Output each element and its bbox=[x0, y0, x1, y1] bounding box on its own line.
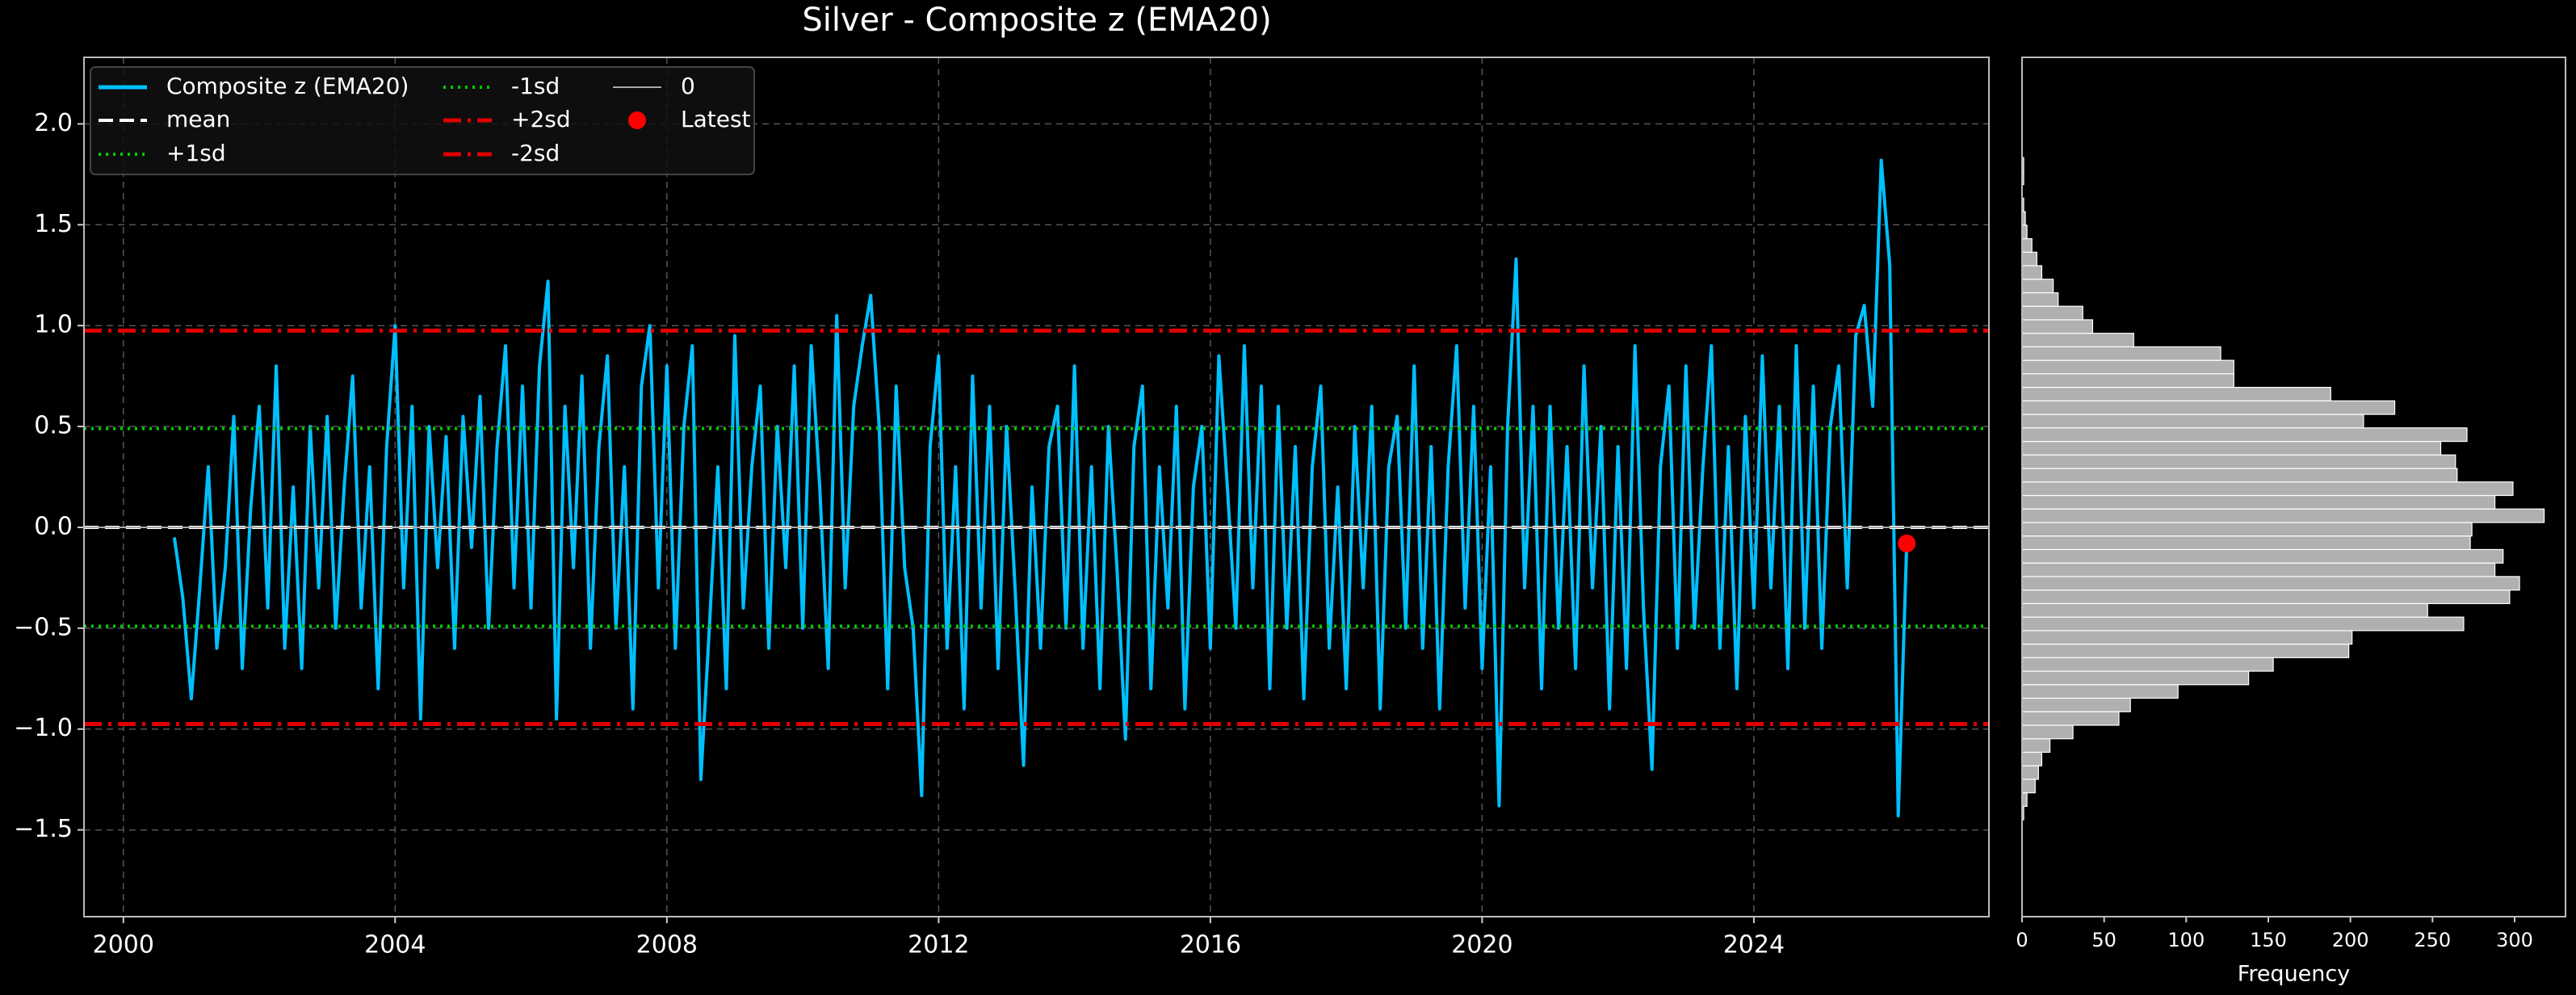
x-tick-label: 2024 bbox=[1723, 931, 1785, 959]
histogram-bar bbox=[2021, 481, 2514, 497]
y-tick-label: −1.5 bbox=[14, 815, 73, 843]
legend-label: 0 bbox=[681, 73, 695, 99]
legend-label: Composite z (EMA20) bbox=[166, 73, 409, 99]
legend-marker bbox=[628, 111, 646, 129]
histogram-bar bbox=[2021, 590, 2511, 604]
axes-frame bbox=[83, 57, 1990, 917]
x-tick-label: 2000 bbox=[93, 931, 154, 959]
legend-label: -2sd bbox=[511, 140, 560, 166]
histogram-bar bbox=[2021, 562, 2496, 577]
latest-marker bbox=[1898, 534, 1916, 552]
x-tick-label: 0 bbox=[2016, 929, 2028, 951]
legend-box bbox=[90, 66, 755, 175]
histogram-bar bbox=[2021, 643, 2350, 658]
histogram-bar bbox=[2021, 724, 2074, 740]
histogram-bar bbox=[2021, 494, 2496, 510]
histogram-bar bbox=[2021, 670, 2250, 686]
x-tick-label: 150 bbox=[2250, 929, 2287, 951]
histogram-bar bbox=[2021, 279, 2054, 294]
y-tick-label: 2.0 bbox=[34, 109, 73, 137]
histogram-bar bbox=[2021, 373, 2234, 388]
histogram-bar bbox=[2021, 602, 2428, 618]
x-tick-label: 100 bbox=[2167, 929, 2205, 951]
histogram-bar bbox=[2021, 508, 2545, 523]
histogram-bar bbox=[2021, 738, 2051, 754]
chart-title: Silver - Composite z (EMA20) bbox=[802, 2, 1271, 39]
axes-frame bbox=[2021, 57, 2566, 917]
legend-label: +2sd bbox=[511, 106, 571, 132]
x-tick-label: 2012 bbox=[908, 931, 969, 959]
legend-label: -1sd bbox=[511, 73, 560, 99]
histogram-bar bbox=[2021, 751, 2042, 766]
histogram-bar bbox=[2021, 535, 2471, 551]
y-tick-label: 0.5 bbox=[34, 412, 73, 440]
data-line bbox=[172, 158, 1909, 818]
histogram-bar bbox=[2021, 616, 2465, 632]
y-tick-label: −1.0 bbox=[14, 714, 73, 742]
x-tick-label: 250 bbox=[2414, 929, 2451, 951]
histogram-bar bbox=[2021, 468, 2458, 483]
histogram-bar bbox=[2021, 697, 2131, 712]
y-tick-label: −0.5 bbox=[14, 613, 73, 641]
y-tick-label: 1.0 bbox=[34, 311, 73, 339]
histogram-bar bbox=[2021, 359, 2234, 375]
histogram-bar bbox=[2021, 684, 2179, 699]
y-tick-label: 1.5 bbox=[34, 210, 73, 238]
histogram-bar bbox=[2021, 779, 2036, 794]
x-tick-label: 2008 bbox=[636, 931, 698, 959]
histogram-bar bbox=[2021, 265, 2042, 280]
x-tick-label: 2020 bbox=[1451, 931, 1512, 959]
legend-label: +1sd bbox=[166, 140, 226, 166]
histogram-bar bbox=[2021, 237, 2033, 253]
histogram-bar bbox=[2021, 292, 2059, 307]
x-tick-label: 200 bbox=[2332, 929, 2369, 951]
histogram-bar bbox=[2021, 548, 2504, 564]
x-axis-label: Frequency bbox=[2238, 962, 2351, 987]
legend-label: Latest bbox=[681, 106, 751, 132]
histogram-bar bbox=[2021, 305, 2083, 321]
histogram-bar bbox=[2021, 657, 2274, 672]
histogram-bar bbox=[2021, 346, 2221, 361]
x-tick-label: 2016 bbox=[1180, 931, 1241, 959]
histogram-bar bbox=[2021, 414, 2364, 429]
x-tick-label: 50 bbox=[2091, 929, 2117, 951]
x-tick-label: 2004 bbox=[364, 931, 426, 959]
histogram-bar bbox=[2021, 400, 2396, 415]
histogram-bar bbox=[2021, 630, 2353, 645]
histogram-bar bbox=[2021, 251, 2037, 267]
histogram-bar bbox=[2021, 440, 2442, 456]
histogram-bar bbox=[2021, 765, 2039, 780]
y-tick-label: 0.0 bbox=[34, 512, 73, 540]
histogram-bar bbox=[2021, 333, 2134, 348]
histogram-bar bbox=[2021, 427, 2468, 443]
histogram-bar bbox=[2021, 454, 2456, 469]
histogram-bar bbox=[2021, 387, 2331, 401]
histogram-bar bbox=[2021, 522, 2473, 537]
histogram-bar bbox=[2021, 576, 2520, 591]
histogram-bar bbox=[2021, 711, 2120, 726]
legend-label: mean bbox=[166, 106, 230, 132]
x-tick-label: 300 bbox=[2496, 929, 2533, 951]
histogram-bar bbox=[2021, 319, 2094, 334]
